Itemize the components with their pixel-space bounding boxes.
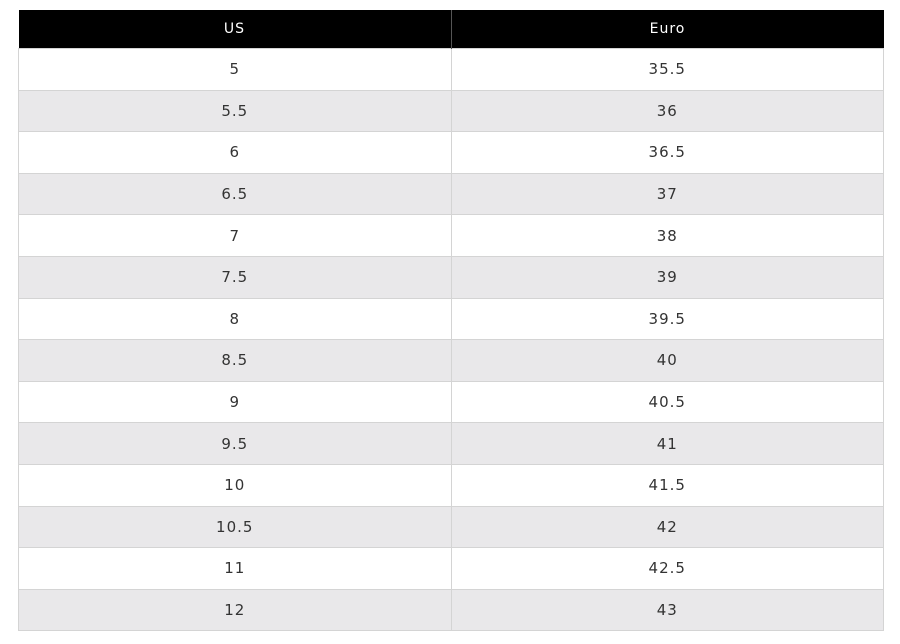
table-cell: 6 [18,131,452,174]
table-cell: 35.5 [450,48,884,91]
table-row: 8.5 40 [18,339,884,382]
table-cell: 7.5 [18,255,452,299]
table-row: 9 40.5 [18,380,884,424]
table-cell: 8 [18,297,452,341]
table-cell: 39 [450,255,884,299]
table-cell: 41.5 [450,463,884,507]
table-body: 5 35.5 5.5 36 6 36.5 6.5 37 7 38 7.5 39 8 39.5 8.5 40 9 4… [18,48,884,632]
table-cell: 8.5 [18,339,452,382]
size-table: US Euro 5 35.5 5.5 36 6 36.5 6.5 37 7 38 7.5 39 8 39.5… [18,10,884,632]
table-cell: 36 [450,89,884,133]
header-cell: US [18,10,452,49]
table-cell: 38 [450,214,884,257]
table-row: 12 43 [18,588,884,632]
table-row: 10 41.5 [18,463,884,507]
table-row: 6.5 37 [18,172,884,216]
table-cell: 5 [18,48,452,91]
table-head: US Euro [18,10,884,49]
table-cell: 40 [450,339,884,382]
table-cell: 12 [18,588,452,632]
header-cell: Euro [451,10,884,49]
table-cell: 37 [450,172,884,216]
table-cell: 5.5 [18,89,452,133]
table-cell: 7 [18,214,452,257]
table-row: 10.5 42 [18,505,884,549]
table-row: 8 39.5 [18,297,884,341]
table-cell: 9 [18,380,452,424]
table-cell: 40.5 [450,380,884,424]
table-cell: 41 [450,422,884,465]
size-table-container: US Euro 5 35.5 5.5 36 6 36.5 6.5 37 7 38 7.5 39 8 39.5… [18,10,884,632]
table-row: 7.5 39 [18,255,884,299]
table-cell: 36.5 [450,131,884,174]
header-row: US Euro [18,10,884,49]
table-row: 9.5 41 [18,422,884,465]
table-row: 6 36.5 [18,131,884,174]
table-cell: 11 [18,547,452,590]
table-row: 5 35.5 [18,48,884,91]
table-row: 5.5 36 [18,89,884,133]
table-cell: 9.5 [18,422,452,465]
table-cell: 10 [18,463,452,507]
table-cell: 6.5 [18,172,452,216]
table-row: 11 42.5 [18,547,884,590]
table-cell: 10.5 [18,505,452,549]
table-cell: 39.5 [450,297,884,341]
table-row: 7 38 [18,214,884,257]
table-cell: 42.5 [450,547,884,590]
table-cell: 43 [450,588,884,632]
table-cell: 42 [450,505,884,549]
